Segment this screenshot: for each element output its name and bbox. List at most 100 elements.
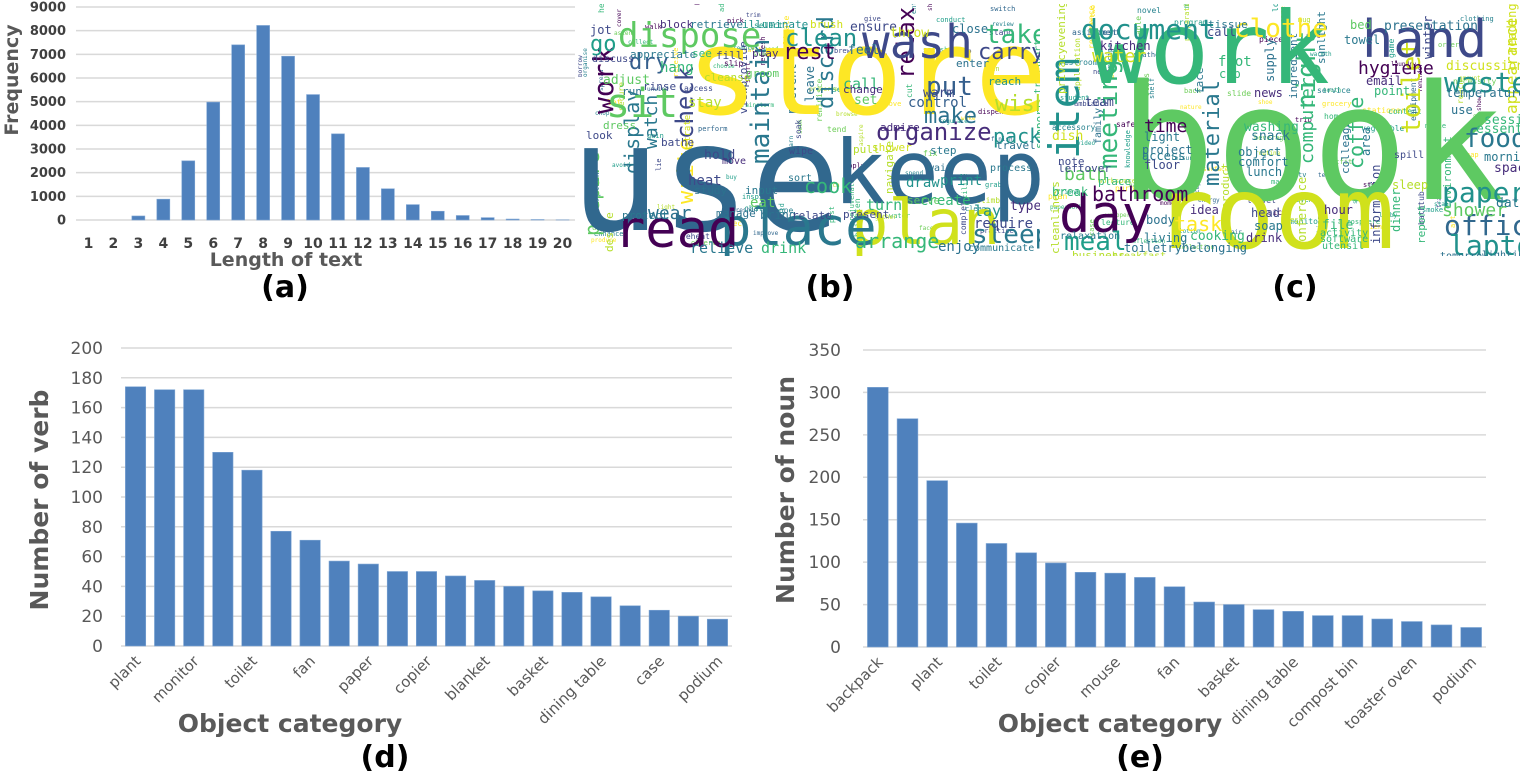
bar-toilet [241,469,263,647]
word-call: call [1207,25,1236,39]
wordcloud-b-verbs: let learn catch monitor light buy trim post insp… [578,4,1040,256]
word-select: select [754,21,783,30]
chart-d-number-of-verb-bar-chart: 0 20 40 60 80 100 120 140 160 180 200 plant monitor t… [25,339,732,738]
word-bring: bring [760,208,797,222]
x-axis-title: Length of text [210,249,363,271]
word-remove: remove [876,100,902,108]
x-tick-label: 14 [403,236,423,252]
word-gain: gain [647,132,664,140]
word-regulate: regulate [939,118,968,125]
bar-11 [331,133,345,221]
word-print: print [940,173,983,189]
word-program: program [1174,18,1208,27]
word-warm: warm [923,86,955,101]
chart-d-panel: 0 20 40 60 80 100 120 140 160 180 200 plant monitor t… [0,310,760,784]
word-illuminate: illuminate [742,18,809,31]
bar-paper [357,563,379,647]
y-tick-label: 60 [81,548,103,568]
y-tick-label: 180 [71,369,103,389]
word-observe: observe [691,239,721,247]
bar-item-4 [212,452,234,647]
word-tissue: tissue [1208,18,1248,31]
word-clean: clean [965,205,987,213]
word-enjoy: enjoy [938,239,981,255]
caption-e: (e) [1116,740,1164,775]
word-work: work [1089,4,1330,107]
word-stair: stair [1434,201,1453,208]
y-tick-label: 20 [81,607,103,627]
word-inspire: inspire [742,193,772,201]
word-give: give [864,15,881,23]
bar-4 [156,198,171,221]
word-energy: energy [1198,197,1220,204]
word-weather: weather [1134,51,1164,59]
bar-podium [706,618,728,647]
word-ambiance: ambiance [1074,100,1108,108]
word-retrieve: retrieve [690,18,743,31]
bar-toilet [985,543,1008,648]
word-temperature: temperature [1446,86,1520,100]
word-soap: soap [1254,219,1283,233]
word-take: take [985,20,1040,50]
word-step: step [930,144,957,157]
word-cleanse: cleanse [704,71,751,84]
word-mail: mail [1271,178,1288,186]
word-ensure: ensure [850,20,897,35]
word-wash: wash [862,15,973,69]
x-tick-label: 20 [553,236,573,252]
x-tick-label: 2 [109,236,119,252]
x-tick-label: fan [1154,653,1184,683]
x-tick-label: 17 [478,236,497,252]
x-tick-label: 10 [303,236,323,252]
x-tick-label: toilet [221,652,261,692]
word-walk: walk [645,23,662,31]
bar-backpack [867,387,889,648]
word-fix: fix [923,149,938,158]
word-put: put [926,72,973,102]
wordcloud-c-nouns: necessity program reminder reference restroo… [1044,4,1520,256]
word-preserve: preserve [809,86,838,93]
word-outfit: outfit [1327,158,1353,166]
x-tick-label: paper [334,652,378,696]
word-leisure: leisure [1171,155,1197,162]
word-sleep: sleep [972,220,1040,250]
bar-fan [299,539,321,647]
bar-item-12 [1193,601,1215,648]
x-tick-label: 13 [378,236,397,252]
bar-7 [231,44,245,221]
word-relate: relate [792,209,832,222]
word-need: need [1093,68,1110,76]
word-toiletry: toiletry [1124,241,1182,255]
word-collection: collection [1178,244,1215,251]
word-shoe: shoe [1258,99,1273,106]
word-beverage: beverage [1254,134,1288,142]
word-relaxation: relaxation [1060,231,1121,242]
word-project: project [1142,143,1193,157]
caption-b: (b) [805,270,855,305]
word-sort: sort [788,173,813,184]
word-require: require [974,216,1034,232]
word-finish: finish [991,136,1013,143]
x-tick-label: podium [1427,653,1480,706]
word-reflection: reflection [1129,238,1166,245]
y-tick-label: 1000 [30,190,66,205]
word-rest: rest [783,40,836,65]
word-bathe: bathe [661,136,695,149]
x-tick-label: 7 [233,236,243,252]
word-document: document [1081,13,1216,46]
x-tick-label: podium [674,652,727,705]
word-hang: hang [660,60,694,76]
word-body: body [1146,213,1175,227]
word-wrapper: wrapper [1105,212,1131,219]
word-see: see [692,47,712,60]
word-drink: drink [1246,231,1283,245]
word-tea: tea [1318,172,1329,179]
x-tick-label: basket [1195,653,1243,701]
y-tick-label: 0 [57,214,66,229]
word-student: student [1060,94,1090,102]
bar-item-10 [1134,577,1156,648]
bar-item-6 [1015,552,1037,648]
word-change: change [843,83,883,96]
word-store: store [686,4,1040,143]
word-drink: drink [761,239,807,256]
